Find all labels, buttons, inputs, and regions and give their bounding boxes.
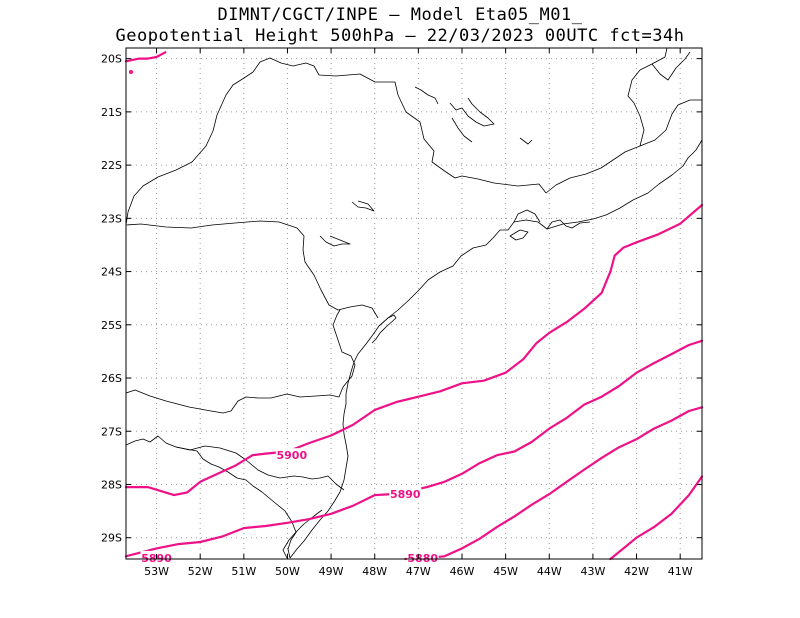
- reservoir-path: [414, 86, 439, 105]
- coastline-path: [513, 209, 541, 223]
- height-contours: [124, 51, 704, 561]
- lon-tick-label: 53W: [144, 565, 169, 578]
- contour-label-bg: [406, 550, 439, 564]
- reservoir-path: [351, 200, 375, 212]
- state-border-path: [627, 47, 668, 147]
- state-border-path: [545, 99, 702, 194]
- country-border-path: [125, 435, 297, 559]
- lat-tick-label: 28S: [101, 478, 122, 491]
- lon-tick-label: 50W: [275, 565, 300, 578]
- coastline-path: [546, 219, 591, 230]
- lat-tick-label: 27S: [101, 425, 122, 438]
- coastline-path: [371, 314, 397, 344]
- lat-tick-label: 26S: [101, 372, 122, 385]
- lon-tick-label: 45W: [493, 565, 518, 578]
- lon-tick-label: 44W: [537, 565, 562, 578]
- coastline-path: [289, 139, 703, 559]
- contour-label: 5890: [390, 488, 421, 501]
- reservoir-path: [451, 117, 473, 143]
- lat-tick-label: 22S: [101, 159, 122, 172]
- contour-label-bg: [275, 448, 308, 462]
- coastline-path: [287, 509, 323, 559]
- reservoir-path: [449, 97, 495, 127]
- height-contour-line: [124, 51, 167, 63]
- lat-tick-label: 29S: [101, 532, 122, 545]
- lon-tick-label: 52W: [188, 565, 213, 578]
- lon-tick-label: 48W: [362, 565, 387, 578]
- contour-label: 5880: [407, 552, 438, 565]
- title-line-1: DIMNT/CGCT/INPE – Model Eta05_M01_: [217, 5, 583, 25]
- lon-tick-label: 42W: [624, 565, 649, 578]
- state-border-path: [175, 445, 345, 491]
- lon-tick-label: 51W: [231, 565, 256, 578]
- state-border-path: [125, 309, 356, 414]
- state-border-path: [125, 220, 379, 319]
- lat-tick-label: 21S: [101, 106, 122, 119]
- axis-ticks: 20S 21S 22S 23S 24S 25S 26S 27S 28S 29S 53W 52W 51W 5…: [101, 48, 702, 578]
- height-contour-line: [609, 475, 704, 561]
- lon-tick-label: 49W: [319, 565, 344, 578]
- contour-marker: [129, 69, 133, 74]
- lat-tick-label: 20S: [101, 53, 122, 66]
- reservoir-path: [319, 235, 351, 247]
- coastline-borders: [125, 47, 703, 559]
- lon-tick-label: 41W: [668, 565, 693, 578]
- lon-tick-label: 43W: [580, 565, 605, 578]
- contour-label-bg: [389, 487, 422, 501]
- lat-tick-label: 23S: [101, 212, 122, 225]
- lon-tick-label: 47W: [406, 565, 431, 578]
- coastline-path: [509, 229, 529, 241]
- map-frame: [125, 47, 703, 560]
- lon-tick-label: 46W: [450, 565, 475, 578]
- lat-tick-label: 25S: [101, 319, 122, 332]
- height-contour-line: [124, 203, 704, 497]
- state-border-path: [651, 51, 691, 81]
- grid-lines: [126, 48, 702, 559]
- title-line-2: Geopotential Height 500hPa – 22/03/2023 …: [115, 26, 685, 46]
- reservoir-path: [519, 137, 533, 145]
- height-contour-line: [404, 406, 704, 561]
- height-contour-line: [124, 339, 704, 558]
- state-border-path: [125, 57, 547, 226]
- contour-label: 5900: [277, 449, 308, 462]
- lat-tick-label: 24S: [101, 266, 122, 279]
